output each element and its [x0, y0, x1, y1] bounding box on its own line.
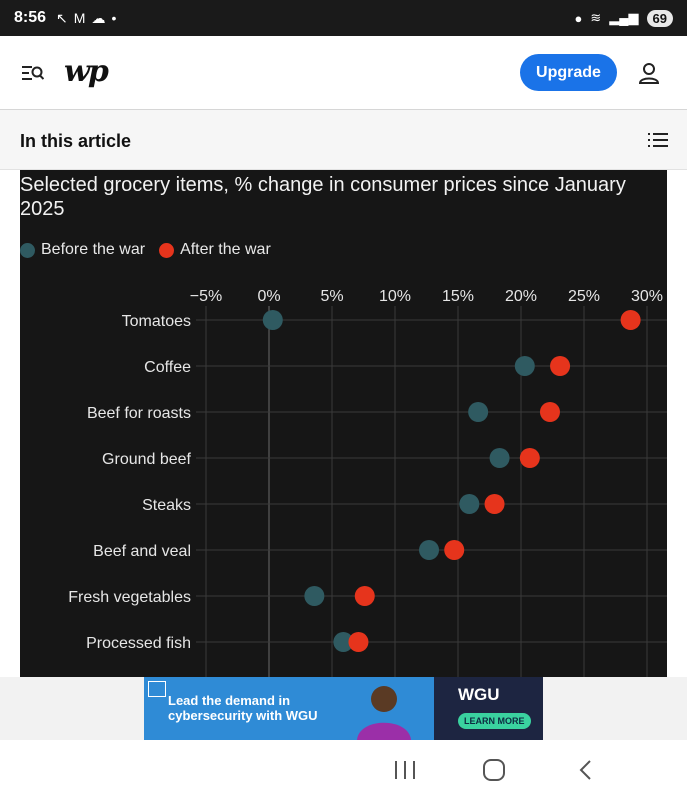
ad-learn-more-button[interactable]: LEARN MORE — [458, 713, 531, 729]
banner-ad[interactable]: Lead the demand in cybersecurity with WG… — [144, 677, 543, 740]
ad-choices-icon[interactable] — [148, 681, 166, 697]
point-after — [348, 632, 369, 652]
account-icon[interactable] — [638, 62, 660, 84]
article-nav-bar[interactable]: In this article — [0, 110, 687, 170]
point-after — [484, 494, 505, 514]
legend-swatch-after — [159, 242, 175, 258]
chart-title: Selected grocery items, % change in cons… — [20, 174, 626, 220]
point-after — [444, 540, 465, 560]
category-label: Coffee — [144, 359, 191, 376]
site-header: wp Upgrade — [0, 36, 687, 110]
category-label: Steaks — [142, 497, 191, 514]
category-label: Tomatoes — [122, 313, 191, 330]
point-before — [468, 402, 489, 422]
legend-item-before: Before the war — [20, 241, 145, 259]
battery-icon: 69 — [646, 9, 673, 27]
gmail-icon: M — [73, 10, 86, 26]
category-label: Beef and veal — [93, 543, 191, 560]
back-icon[interactable] — [574, 758, 600, 782]
missed-call-icon: ↖ — [56, 9, 68, 26]
x-tick-label: 30% — [631, 288, 663, 305]
point-before — [333, 632, 354, 652]
chart-legend: Before the war After the war — [20, 241, 285, 259]
point-after — [539, 402, 560, 422]
ad-line-2: cybersecurity with WGU — [168, 708, 318, 723]
chart-plot-area: −5% 0% 5% 10% 15% 20% 25% 30% Tomatoes Coffee Beef… — [68, 288, 667, 677]
category-label: Ground beef — [102, 451, 192, 468]
ad-brand: WGU — [458, 685, 500, 704]
point-after — [519, 448, 540, 468]
point-after — [550, 356, 571, 376]
upgrade-button[interactable]: Upgrade — [520, 54, 617, 91]
home-icon[interactable] — [481, 758, 507, 782]
system-nav-bar — [0, 740, 687, 800]
cloud-icon: ☁ — [91, 9, 106, 26]
category-label: Processed fish — [86, 635, 191, 652]
signal-icon: ▂▄▆ — [609, 10, 639, 25]
dot-icon: • — [111, 10, 117, 26]
point-before — [489, 448, 510, 468]
point-after — [620, 310, 641, 330]
point-before — [304, 586, 325, 606]
x-tick-label: 25% — [568, 288, 600, 305]
ad-container: Lead the demand in cybersecurity with WG… — [0, 677, 687, 740]
status-bar: 8:56 ↖ M ☁ • ● ≋ ▂▄▆ 69 — [0, 0, 687, 36]
point-before — [262, 310, 283, 330]
x-tick-label: 0% — [257, 288, 280, 305]
category-label: Beef for roasts — [87, 405, 191, 422]
table-of-contents-icon[interactable] — [648, 132, 668, 148]
ad-person-image — [357, 686, 411, 740]
wifi-icon: ≋ — [590, 10, 602, 25]
x-tick-label: 10% — [379, 288, 411, 305]
dot-plot-chart: Selected grocery items, % change in cons… — [20, 170, 667, 677]
status-time: 8:56 — [14, 9, 47, 26]
legend-item-after: After the war — [159, 241, 271, 259]
article-nav-title: In this article — [20, 131, 132, 151]
x-tick-label: −5% — [190, 288, 222, 305]
x-tick-label: 5% — [320, 288, 343, 305]
point-before — [459, 494, 480, 514]
recent-apps-icon[interactable] — [392, 758, 418, 782]
menu-search-icon[interactable] — [22, 63, 44, 83]
legend-label-after: After the war — [180, 241, 271, 258]
x-tick-label: 15% — [442, 288, 474, 305]
point-after — [354, 586, 375, 606]
location-icon: ● — [574, 10, 583, 26]
washington-post-logo[interactable]: wp — [64, 54, 109, 89]
x-tick-label: 20% — [505, 288, 537, 305]
ad-line-1: Lead the demand in — [168, 693, 291, 708]
point-before — [419, 540, 440, 560]
legend-label-before: Before the war — [41, 241, 146, 258]
point-before — [514, 356, 535, 376]
category-label: Fresh vegetables — [68, 589, 191, 606]
legend-swatch-before — [20, 242, 35, 258]
